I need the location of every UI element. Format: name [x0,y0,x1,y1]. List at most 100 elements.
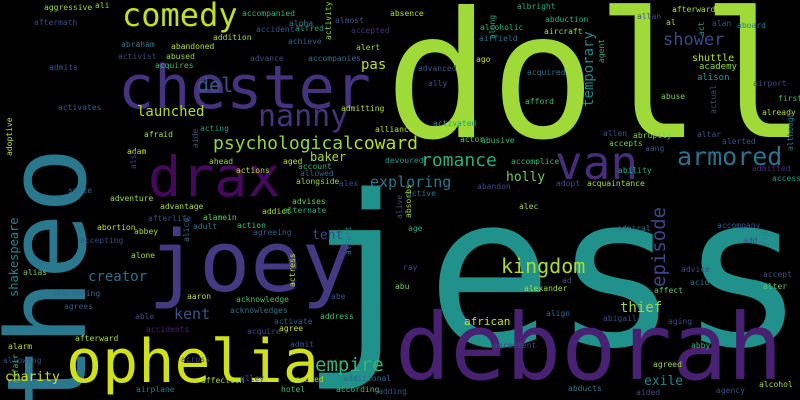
word-acquire: acquire [247,327,281,336]
word-alexander: alexander [524,284,568,293]
word-ray: ray [403,263,418,272]
word-chester: chester [118,53,371,123]
word-hotel: hotel [281,385,306,394]
word-agreeing: agreeing [253,228,292,237]
word-acquired: acquired [527,68,566,77]
word-abandoned: abandoned [171,42,215,51]
word-aging: aging [668,317,693,326]
word-alcoholic: alcoholic [480,23,524,32]
word-shower: shower [663,30,725,50]
word-admitted: admitted [752,164,791,173]
word-advanced: advanced [418,64,457,73]
word-allan: allan [637,12,662,21]
word-abigail: abigail [603,314,637,323]
word-charity: charity [5,370,60,385]
word-abruptly: abruptly [633,131,672,140]
word-thief: thief [620,300,663,316]
word-actual: actual [709,85,718,114]
word-almost: almost [335,16,364,25]
word-launched: launched [137,104,205,120]
word-ability: ability [618,166,652,175]
word-afterwards: afterwards [672,5,721,14]
word-holly: holly [506,170,546,185]
word-aged: aged [283,157,303,166]
word-active: active [407,189,436,198]
word-able: able [135,312,155,321]
word-van: van [555,136,639,190]
word-abandoning: abandoning [52,289,101,298]
word-kent: kent [174,305,211,323]
word-academy: academy [699,62,737,72]
word-abuse: abuse [661,92,686,101]
word-accepts: accepts [609,139,643,148]
word-affair: affair [11,354,20,383]
word-adding: adding [378,387,407,396]
word-kingdom: kingdom [501,254,586,278]
word-admitting: admitting [341,104,385,113]
word-actor: actor [460,135,485,144]
word-accompanied: accompanied [242,9,295,18]
word-agrees: agrees [64,302,93,311]
word-alpha: alpha [289,19,314,28]
word-activated: activated [433,119,477,128]
word-activates: activates [58,103,102,112]
word-act: act [697,21,706,36]
word-address: address [320,312,354,321]
word-accompanies: accompanies [308,54,361,63]
word-accompany: accompany [717,221,761,230]
word-actress: actress [288,253,297,287]
word-across: across [181,355,210,364]
word-comedy: comedy [122,0,238,34]
word-accident: accident [256,25,295,34]
word-additional: additional [343,374,392,383]
word-ally: ally [428,79,448,88]
word-addition: addition [213,33,252,42]
word-admit: admit [290,340,315,349]
word-add: add [743,236,758,245]
word-although: although [786,112,795,151]
word-according: according [336,385,380,394]
word-deborah: deborah [395,294,783,400]
word-tent: tent [312,228,344,243]
word-afterward: afterward [75,334,119,343]
word-altar: altar [697,130,722,139]
word-advantage: advantage [160,202,204,211]
word-advises: advises [292,197,326,206]
word-aggressive: aggressive [44,3,93,12]
word-age: age [408,224,423,233]
word-airfield: airfield [479,34,518,43]
word-advance: advance [250,54,284,63]
word-alfred: alfred [295,24,324,33]
word-adult: adult [193,222,218,231]
word-ophelia: ophelia [66,327,319,397]
word-airplane: airplane [136,385,175,394]
word-shakespeare: shakespeare [7,217,21,297]
word-al: al [666,18,676,27]
word-acid: acid [690,278,710,287]
word-albert: albert [344,226,353,255]
word-alerted: alerted [722,137,756,146]
word-alec: alec [519,202,539,211]
word-temporary: temporary [581,31,597,107]
word-activity: activity [324,1,333,40]
word-baker: baker [310,150,347,164]
word-accept: accept [763,270,792,279]
word-admiral: admiral [617,224,651,233]
word-agent: agent [597,38,606,63]
word-alarm: alarm [8,342,33,351]
word-alternate: alternate [283,206,327,215]
word-acquires: acquires [155,61,194,70]
word-achieve: achieve [288,37,322,46]
word-abu: abu [395,282,410,291]
word-agreed: agreed [653,360,682,369]
word-abraham: abraham [121,40,155,49]
word-alex: alex [339,179,359,188]
word-episode: episode [648,206,670,287]
word-adopt: adopt [556,179,581,188]
word-accidents: accidents [146,325,190,334]
word-aang: aang [645,144,665,153]
word-abducts: abducts [568,384,602,393]
word-first: first [778,94,800,103]
word-afterlife: afterlife [148,214,192,223]
word-align: align [546,309,571,318]
